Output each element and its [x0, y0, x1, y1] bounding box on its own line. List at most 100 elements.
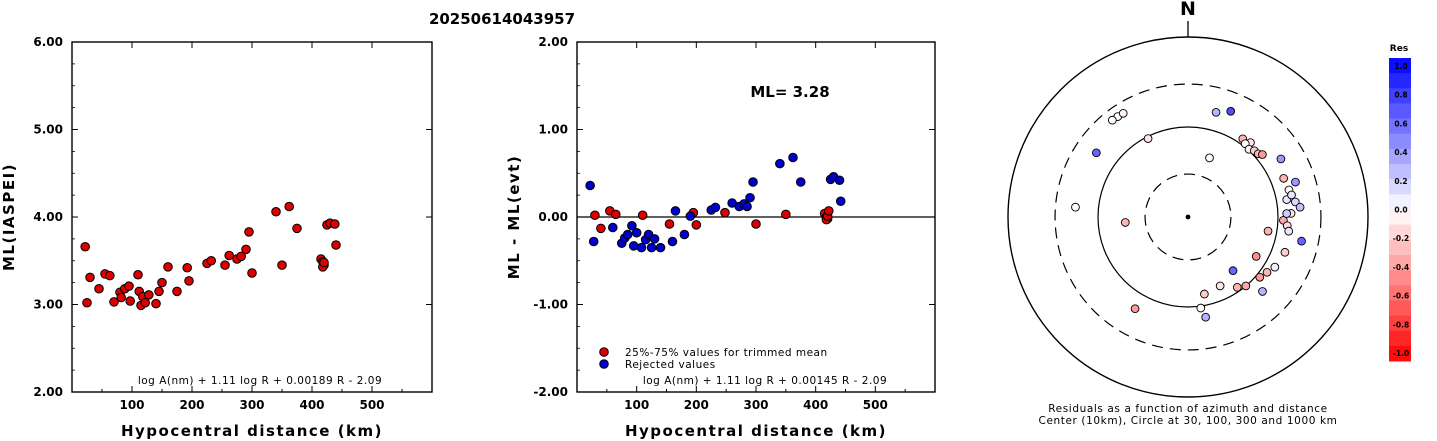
data-point [835, 196, 846, 207]
data-point [247, 268, 257, 278]
station-residual-point [1290, 197, 1300, 207]
colorbar-swatch [1389, 133, 1411, 150]
colorbar-tick-label: -0.2 [1393, 234, 1409, 243]
ml-vs-distance-chart: 100 200 300 400 500 2.00 3.00 4.00 5.00 6.00 Hypoc… [0, 35, 433, 440]
station-residual-point [1284, 226, 1294, 236]
station-residual-point [1201, 312, 1211, 322]
station-residual-point [1241, 281, 1251, 291]
x-tick-label: 300 [239, 398, 264, 412]
plot-frame [71, 41, 433, 393]
colorbar-swatch [1389, 118, 1411, 135]
data-point [795, 177, 806, 187]
station-residual-point [1258, 150, 1267, 159]
station-residual-point [1280, 247, 1290, 257]
center-marker [1185, 214, 1191, 220]
data-point [271, 206, 281, 217]
station-residual-point [1092, 148, 1101, 158]
data-point [224, 250, 234, 261]
station-residual-point [1251, 252, 1261, 261]
data-point [834, 175, 845, 186]
distance-ring [1144, 173, 1232, 261]
data-point [140, 297, 150, 308]
data-point [182, 262, 192, 273]
data-point [646, 242, 657, 253]
legend-marker [599, 347, 609, 357]
colorbar-swatch [1389, 330, 1411, 347]
station-residual-point [1291, 177, 1300, 187]
data-point [775, 158, 785, 169]
data-point [751, 219, 761, 229]
data-point [636, 242, 647, 253]
data-point [157, 277, 167, 288]
x-tick-label: 200 [179, 398, 204, 412]
y-tick-label: 1.00 [538, 123, 568, 137]
data-point [691, 220, 702, 230]
colorbar-swatch [1389, 88, 1411, 104]
station-residual-point [1130, 304, 1140, 314]
data-point [720, 207, 730, 218]
data-point [608, 222, 618, 233]
station-residual-point [1258, 287, 1267, 296]
formula-text: log A(nm) + 1.11 log R + 0.00189 R - 2.0… [138, 375, 382, 387]
data-point [588, 236, 599, 247]
data-point [685, 211, 696, 221]
data-point [241, 244, 251, 255]
data-point [631, 227, 642, 238]
station-residual-point [1118, 109, 1128, 118]
colorbar-swatch [1389, 148, 1411, 165]
x-axis-label: Hypocentral distance (km) [121, 422, 383, 440]
y-tick-label: 2.00 [538, 35, 568, 49]
data-point [284, 201, 295, 212]
station-residual-point [1226, 106, 1236, 116]
y-axis-label: ML(IASPEI) [0, 163, 18, 271]
data-point [184, 276, 194, 286]
azimuth-residual-polar-chart: N Residuals as a function of azimuth and … [1007, 0, 1411, 427]
data-point [622, 229, 633, 240]
station-residual-point [1287, 190, 1296, 200]
colorbar-swatch [1389, 270, 1411, 286]
data-point [236, 251, 246, 262]
data-point [154, 286, 164, 297]
legend-label: Rejected values [625, 359, 716, 371]
data-point [163, 262, 173, 272]
colorbar-swatch [1389, 315, 1411, 332]
station-residual-point [1120, 218, 1130, 227]
data-point [628, 241, 639, 251]
station-residual-point [1255, 272, 1265, 282]
data-point [319, 257, 329, 268]
x-tick-label: 100 [624, 398, 649, 412]
station-residual-point [1232, 283, 1242, 292]
data-point [610, 209, 621, 220]
data-point [116, 292, 126, 303]
colorbar-tick-label: 0.4 [1394, 148, 1407, 157]
data-point [133, 269, 143, 280]
colorbar-swatch [1389, 300, 1411, 317]
station-residual-point [1270, 262, 1280, 272]
station-residual-point [1297, 236, 1306, 246]
data-point [172, 286, 182, 297]
x-tick-label: 300 [743, 398, 768, 412]
colorbar-swatch [1389, 73, 1411, 89]
colorbar-tick-label: 1.0 [1394, 62, 1407, 71]
station-residual-point [1263, 226, 1273, 236]
data-point [331, 240, 341, 250]
formula-text: log A(nm) + 1.11 log R + 0.00145 R - 2.0… [643, 375, 887, 387]
y-tick-label: 3.00 [33, 298, 63, 312]
colorbar-tick-label: 0.6 [1394, 119, 1407, 128]
colorbar-swatch [1389, 103, 1411, 120]
y-tick-label: 2.00 [33, 385, 63, 399]
data-point [745, 192, 755, 203]
colorbar-swatch [1389, 285, 1411, 301]
data-point [82, 297, 92, 308]
data-point [823, 206, 834, 216]
station-residual-point [1071, 202, 1080, 212]
y-tick-label: -1.00 [533, 298, 568, 312]
colorbar-swatch [1389, 254, 1411, 271]
station-residual-point [1107, 115, 1117, 125]
station-residual-point [1196, 303, 1206, 313]
colorbar-swatch [1389, 209, 1411, 226]
ml-value-annotation: ML= 3.28 [750, 83, 829, 101]
station-residual-point [1211, 107, 1221, 117]
data-point [590, 210, 600, 221]
y-axis-label: ML - ML(evt) [505, 155, 523, 279]
